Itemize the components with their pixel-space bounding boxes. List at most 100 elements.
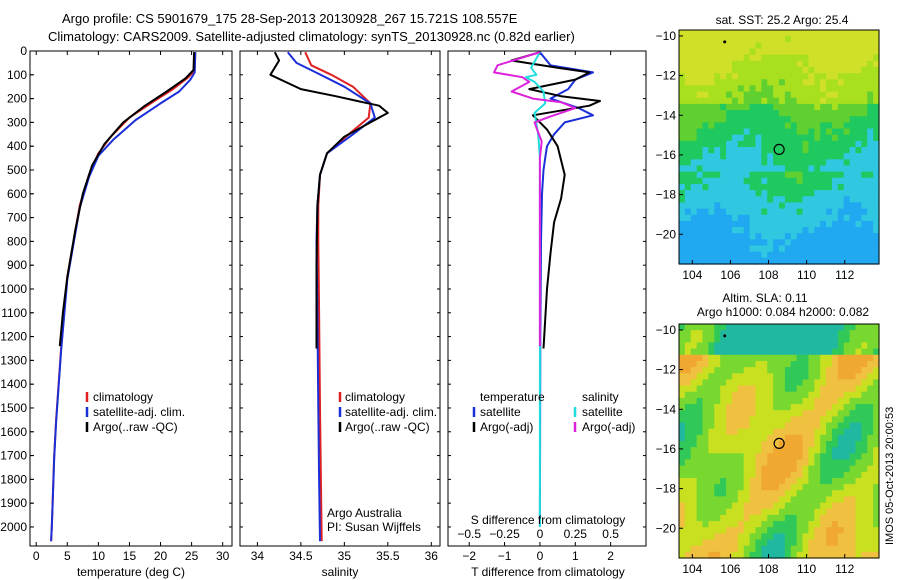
map-cell [767, 171, 774, 179]
map-cell [843, 342, 851, 350]
map-cell [708, 159, 715, 167]
map-cell [779, 177, 786, 185]
map-cell [767, 324, 774, 331]
map-cell [743, 245, 751, 253]
map-cell [755, 502, 762, 510]
map-cell [820, 42, 827, 50]
map-cell [761, 459, 768, 467]
map-cell [726, 196, 733, 204]
map-cell [720, 171, 727, 179]
map-cell [808, 545, 815, 553]
map-cell [749, 134, 757, 142]
map-cell [749, 379, 757, 387]
map-cell [743, 360, 751, 368]
map-cell [802, 514, 810, 522]
map-cell [779, 79, 786, 87]
sst-map: 104 106 108 110 112−10−12−14−16−18−20 [656, 29, 880, 282]
map-cell [767, 385, 774, 393]
map-cell [702, 110, 710, 117]
map-cell [837, 447, 845, 454]
map-cell [843, 60, 851, 68]
map-cell [843, 521, 851, 528]
map-cell [696, 533, 704, 541]
map-cell [720, 42, 727, 50]
map-cell [720, 202, 727, 210]
map-cell [708, 453, 715, 461]
map-cell [708, 508, 715, 516]
map-cell [708, 73, 715, 80]
map-cell [743, 477, 751, 485]
map-cell [779, 54, 786, 62]
map-cell [784, 73, 792, 80]
map-cell [755, 257, 762, 265]
map-cell [849, 116, 857, 123]
map-cell [773, 165, 780, 173]
map-cell [808, 60, 815, 68]
map-cell [867, 490, 874, 498]
map-cell [790, 539, 798, 547]
series-line-satellite-adj-clim [287, 51, 376, 542]
map-cell [679, 330, 686, 337]
map-cell [773, 502, 780, 510]
map-cell [855, 66, 862, 74]
map-cell [743, 97, 751, 105]
map-cell [808, 367, 815, 374]
map-cell [755, 373, 762, 381]
map-cell [867, 183, 874, 191]
map-cell [790, 404, 798, 411]
map-cell [749, 416, 757, 424]
map-cell [679, 159, 686, 167]
map-cell [749, 385, 757, 393]
map-cell [749, 521, 757, 528]
map-cell [873, 508, 880, 516]
map-cell [837, 73, 845, 80]
map-cell [696, 521, 704, 528]
map-cell [708, 428, 715, 436]
map-cell [720, 410, 727, 417]
map-cell [773, 459, 780, 467]
map-cell [831, 502, 839, 510]
map-cell [690, 257, 698, 265]
map-cell [808, 551, 815, 559]
map-cell [831, 177, 839, 185]
map-cell [726, 379, 733, 387]
map-cell [831, 477, 839, 485]
map-cell [867, 128, 874, 136]
map-cell [749, 447, 757, 454]
map-cell [720, 79, 727, 87]
map-cell [726, 360, 733, 368]
map-cell [731, 159, 739, 167]
map-cell [802, 521, 810, 528]
map-cell [737, 48, 745, 56]
map-cell [873, 514, 880, 522]
map-cell [743, 214, 751, 222]
map-cell [779, 533, 786, 541]
map-cell [861, 79, 868, 87]
map-cell [679, 42, 686, 50]
map-cell [849, 385, 857, 393]
map-cell [820, 91, 827, 99]
map-cell [767, 410, 774, 417]
map-cell [873, 190, 880, 197]
map-cell [690, 110, 698, 117]
map-cell [767, 539, 774, 547]
map-cell [855, 30, 862, 37]
map-cell [802, 379, 810, 387]
map-cell [820, 214, 827, 222]
map-cell [837, 428, 845, 436]
map-cell [779, 490, 786, 498]
map-cell [720, 97, 727, 105]
map-cell [690, 196, 698, 204]
map-cell [802, 30, 810, 37]
map-cell [802, 153, 810, 160]
map-cell [684, 342, 692, 350]
map-cell [873, 177, 880, 185]
map-cell [796, 527, 804, 534]
map-cell [873, 159, 880, 167]
map-cell [837, 196, 845, 204]
map-cell [784, 116, 792, 123]
map-cell [702, 367, 710, 374]
map-cell [702, 257, 710, 265]
map-cell [867, 42, 874, 50]
map-cell [831, 508, 839, 516]
